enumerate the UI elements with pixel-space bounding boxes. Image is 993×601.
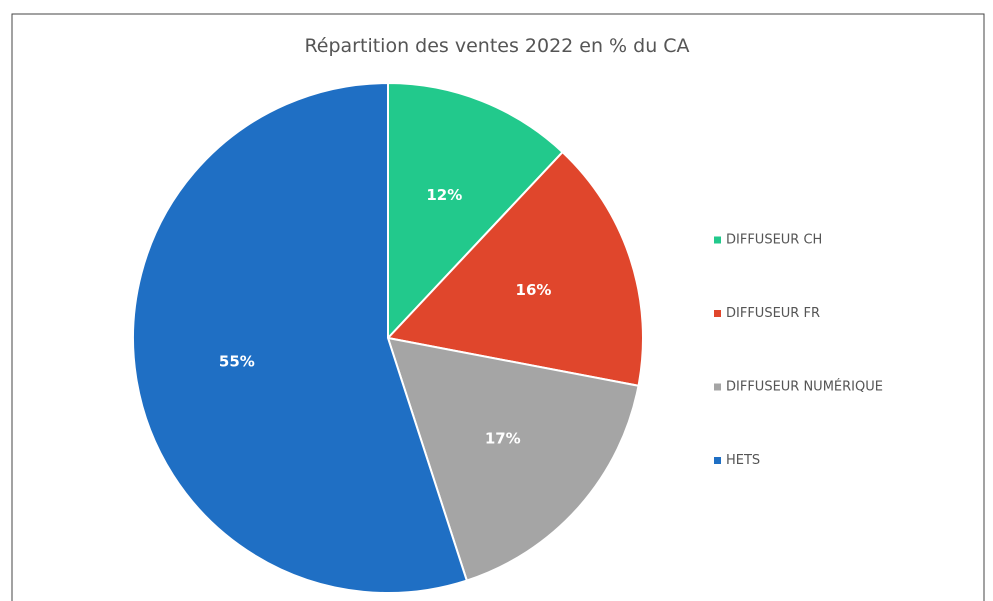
legend-swatch xyxy=(714,457,721,464)
value-label: 16% xyxy=(516,281,552,299)
value-label: 12% xyxy=(426,186,462,204)
value-label: 17% xyxy=(485,430,521,448)
pie-slice xyxy=(386,336,640,582)
legend-swatch xyxy=(714,310,721,317)
legend-swatch xyxy=(714,383,721,391)
legend-swatch xyxy=(714,236,721,244)
pie-slice xyxy=(387,81,564,341)
pie-slice xyxy=(132,81,469,594)
chart-title: Répartition des ventes 2022 en % du CA xyxy=(304,35,689,57)
legend-label: HETS xyxy=(726,453,760,468)
legend-label: DIFFUSEUR FR xyxy=(726,306,820,321)
legend-label: DIFFUSEUR CH xyxy=(726,233,822,248)
value-label: 55% xyxy=(219,352,255,370)
legend-label: DIFFUSEUR NUMÉRIQUE xyxy=(726,379,883,395)
pie-slice xyxy=(386,150,644,387)
